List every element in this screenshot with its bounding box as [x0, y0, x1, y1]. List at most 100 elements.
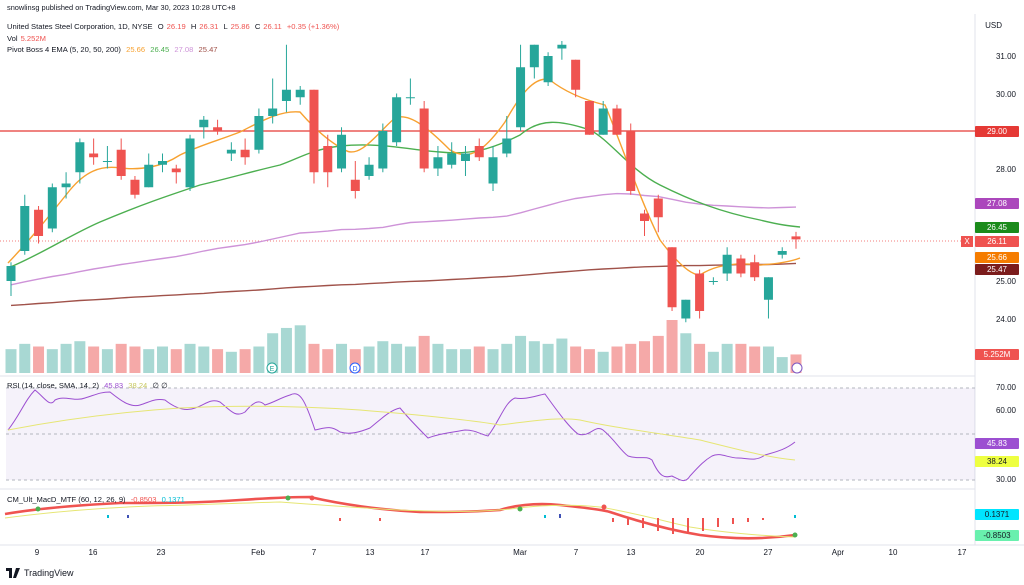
- volume-bar: [749, 346, 761, 373]
- volume-bar: [680, 333, 692, 373]
- volume-bar: [404, 346, 416, 373]
- volume-bar: [156, 346, 168, 373]
- price-tick: 31.00: [995, 52, 1016, 61]
- volume-bar: [666, 320, 678, 373]
- time-tick: Apr: [831, 548, 845, 557]
- time-tick: 7: [573, 548, 579, 557]
- time-tick: 13: [365, 548, 375, 557]
- volume-bar: [694, 343, 706, 373]
- volume-bar: [556, 338, 568, 373]
- ohlc-low: L 25.86: [223, 22, 249, 31]
- ema5-value: 25.66: [126, 45, 146, 54]
- candle-body: [626, 131, 636, 191]
- candle-body: [378, 131, 388, 169]
- volume-bar: [46, 349, 58, 373]
- rsi-title: RSI (14, close, SMA, 14, 2): [7, 381, 100, 390]
- rsi-tick: 60.00: [995, 406, 1016, 415]
- macd-hist-value: 0.1371: [161, 495, 185, 504]
- candle-body: [102, 161, 112, 162]
- ohlc-close: C 26.11: [255, 22, 282, 31]
- symbol-name: United States Steel Corporation, 1D, NYS…: [7, 22, 153, 31]
- volume-bar: [652, 335, 664, 373]
- macd-cross-dot: [35, 506, 41, 512]
- ema200-line: [10, 262, 797, 307]
- price-tick: 25.00: [995, 277, 1016, 286]
- time-tick: 17: [420, 548, 430, 557]
- candle-body: [695, 273, 705, 311]
- volume-bar: [446, 349, 458, 373]
- candle-body: [47, 187, 57, 229]
- candle-body: [323, 146, 333, 173]
- volume-bar: [459, 349, 471, 373]
- ema20-price-label: 26.45: [975, 222, 1019, 233]
- dividend-marker[interactable]: [349, 362, 361, 374]
- candle-body: [281, 89, 291, 101]
- volume-bar: [597, 351, 609, 373]
- rsi-line: [7, 389, 796, 482]
- time-tick: 27: [763, 548, 773, 557]
- candle-body: [460, 153, 470, 161]
- candle-body: [681, 299, 691, 319]
- time-tick: 13: [626, 548, 636, 557]
- volume-bar: [528, 341, 540, 373]
- vol-value: 5.252M: [20, 34, 46, 43]
- hline-price-label: 29.00: [975, 126, 1019, 137]
- macd-cross-dot: [285, 495, 291, 501]
- macd-cross-dot: [792, 532, 798, 538]
- macd-cross-dot: [517, 506, 523, 512]
- volume-bar: [5, 349, 17, 373]
- earnings-marker[interactable]: [266, 362, 278, 374]
- candle-body: [653, 198, 663, 218]
- ema200-value: 25.47: [198, 45, 218, 54]
- rsi-sma-line: [7, 405, 796, 461]
- rsi-value: 45.83: [104, 381, 124, 390]
- candle-body: [185, 138, 195, 188]
- time-tick: 16: [88, 548, 98, 557]
- candle-body: [268, 108, 278, 116]
- candle-body: [75, 142, 85, 173]
- volume-bar: [225, 351, 237, 373]
- candle-body: [405, 97, 415, 99]
- volume-bar: [101, 349, 113, 373]
- volume-bar: [74, 341, 86, 373]
- candle-body: [392, 97, 402, 143]
- time-tick: 17: [957, 548, 967, 557]
- volume-bar: [267, 333, 279, 373]
- close-label: C: [254, 22, 261, 31]
- events-icon[interactable]: [791, 362, 803, 374]
- tradingview-logo[interactable]: TradingView: [6, 568, 74, 578]
- volume-bar: [473, 346, 485, 373]
- ema50-line: [10, 192, 797, 286]
- candle-body: [502, 138, 512, 154]
- low-value: 25.86: [230, 22, 250, 31]
- volume-bar: [721, 343, 733, 373]
- ema20-line: [7, 121, 801, 269]
- volume-bar: [33, 346, 45, 373]
- volume-bar: [129, 346, 141, 373]
- ema-lines: [7, 78, 801, 307]
- open-label: O: [157, 22, 164, 31]
- candle-body: [295, 89, 305, 98]
- time-tick: Feb: [251, 548, 265, 557]
- candle-body: [529, 44, 539, 68]
- candle-body: [777, 251, 787, 255]
- volume-bar: [515, 335, 527, 373]
- candle-body: [598, 108, 608, 135]
- candle-body: [640, 213, 650, 221]
- open-value: 26.19: [166, 22, 186, 31]
- close-marker-button[interactable]: X: [961, 236, 973, 247]
- ema50-price-label: 27.08: [975, 198, 1019, 209]
- time-tick: 20: [695, 548, 705, 557]
- candle-body: [364, 164, 374, 176]
- rsi-tick: 70.00: [995, 383, 1016, 392]
- macd-histogram: [107, 514, 796, 534]
- candle-body: [584, 101, 594, 135]
- candle-body: [612, 108, 622, 135]
- close-value: 26.11: [263, 22, 282, 31]
- time-tick: 10: [888, 548, 898, 557]
- volume-bar: [790, 354, 802, 373]
- time-tick: 7: [311, 548, 317, 557]
- volume-bar: [19, 343, 31, 373]
- volume-bar: [115, 343, 127, 373]
- macd-legend: CM_Ult_MacD_MTF (60, 12, 26, 9) -0.8503 …: [7, 495, 188, 505]
